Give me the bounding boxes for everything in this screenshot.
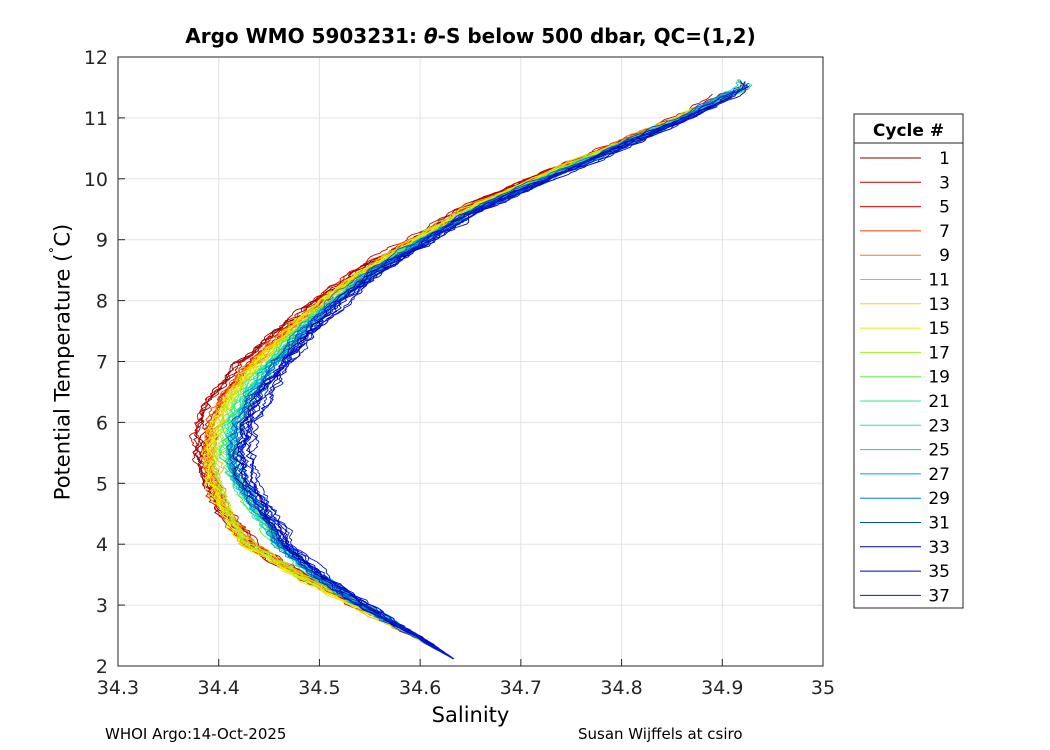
ylabel-degree-symbol: ˚ <box>49 246 66 254</box>
legend-label-cycle-29: 29 <box>928 489 950 509</box>
footer-left-text: WHOI Argo:14-Oct-2025 <box>105 725 287 743</box>
x-tick-label: 34.6 <box>399 677 441 699</box>
profile-line-cycle-21 <box>218 104 708 660</box>
ylabel-part-2: C) <box>50 223 75 247</box>
title-part-2: -S below 500 dbar, QC=(1,2) <box>437 24 756 48</box>
x-tick-label: 34.8 <box>600 677 642 699</box>
title-part-1: Argo WMO 5903231: <box>185 24 424 48</box>
y-tick-label: 5 <box>96 473 108 495</box>
profile-line-cycle-5 <box>194 97 716 660</box>
x-tick-label: 34.5 <box>298 677 340 699</box>
profile-line-cycle-17 <box>211 108 697 660</box>
profile-line-cycle-35 <box>248 90 747 660</box>
legend-label-cycle-37: 37 <box>928 586 950 606</box>
legend-label-cycle-3: 3 <box>939 173 950 193</box>
y-tick-label: 7 <box>96 352 108 374</box>
x-axis-label: Salinity <box>431 703 510 727</box>
profile-line-cycle-37 <box>249 104 715 660</box>
legend-label-cycle-15: 15 <box>928 319 950 339</box>
legend-label-cycle-19: 19 <box>928 368 950 388</box>
profile-traces <box>188 79 753 660</box>
profile-line-cycle-29 <box>229 79 748 660</box>
legend-label-cycle-1: 1 <box>939 149 950 169</box>
profile-line-cycle-37 <box>239 81 747 660</box>
y-tick-label: 6 <box>96 412 108 434</box>
legend-label-cycle-17: 17 <box>928 343 950 363</box>
legend-label-cycle-11: 11 <box>928 271 950 291</box>
legend-label-cycle-31: 31 <box>928 514 950 534</box>
footer-right-text: Susan Wijffels at csiro <box>578 725 743 743</box>
x-tick-label: 34.7 <box>500 677 542 699</box>
profile-line-cycle-11 <box>209 117 682 660</box>
legend-label-cycle-5: 5 <box>939 198 950 218</box>
y-tick-label: 8 <box>96 291 108 313</box>
y-tick-label: 9 <box>96 230 108 252</box>
legend-label-cycle-21: 21 <box>928 392 950 412</box>
y-tick-label: 3 <box>96 595 108 617</box>
profile-line-cycle-11 <box>207 95 733 660</box>
profile-line-cycle-23 <box>226 82 753 660</box>
y-tick-label: 12 <box>84 47 108 69</box>
legend-label-cycle-13: 13 <box>928 295 950 315</box>
x-tick-label: 34.4 <box>198 677 240 699</box>
profile-line-cycle-19 <box>219 117 690 660</box>
profile-line-cycle-1 <box>193 99 716 660</box>
legend-label-cycle-7: 7 <box>939 222 950 242</box>
legend-label-cycle-35: 35 <box>928 562 950 582</box>
profile-line-cycle-35 <box>235 112 697 660</box>
y-ticks: 2 3 4 5 6 7 8 9 10 11 12 <box>84 47 125 678</box>
profile-line-cycle-25 <box>227 79 745 660</box>
legend-label-cycle-25: 25 <box>928 441 950 461</box>
ylabel-part-1: Potential Temperature ( <box>50 253 75 501</box>
profile-line-cycle-15 <box>207 106 699 660</box>
y-tick-label: 10 <box>84 169 108 191</box>
profile-line-cycle-11 <box>203 117 678 660</box>
chart-title: Argo WMO 5903231: θ-S below 500 dbar, QC… <box>118 24 823 48</box>
x-ticks: 34.3 34.4 34.5 34.6 34.7 34.8 34.9 35 <box>97 659 835 699</box>
profile-line-cycle-5 <box>207 83 741 660</box>
y-tick-label: 2 <box>96 656 108 678</box>
x-tick-label: 35 <box>811 677 835 699</box>
profile-line-cycle-31 <box>226 101 707 660</box>
legend-label-cycle-23: 23 <box>928 416 950 436</box>
y-tick-label: 11 <box>84 108 108 130</box>
title-theta-symbol: θ <box>423 24 438 48</box>
legend-title: Cycle # <box>873 121 944 141</box>
y-tick-label: 4 <box>96 534 108 556</box>
x-tick-label: 34.3 <box>97 677 139 699</box>
grid <box>117 56 824 667</box>
legend-label-cycle-27: 27 <box>928 465 950 485</box>
y-axis-label: Potential Temperature (˚C) <box>50 224 75 500</box>
legend-label-cycle-9: 9 <box>939 246 950 266</box>
profile-line-cycle-15 <box>204 79 742 660</box>
x-tick-label: 34.9 <box>701 677 743 699</box>
legend-label-cycle-33: 33 <box>928 538 950 558</box>
profile-line-cycle-31 <box>229 84 743 660</box>
profile-line-cycle-7 <box>204 95 719 660</box>
legend-box <box>853 113 964 609</box>
profile-line-cycle-7 <box>204 95 725 660</box>
profile-line-cycle-13 <box>206 97 722 660</box>
